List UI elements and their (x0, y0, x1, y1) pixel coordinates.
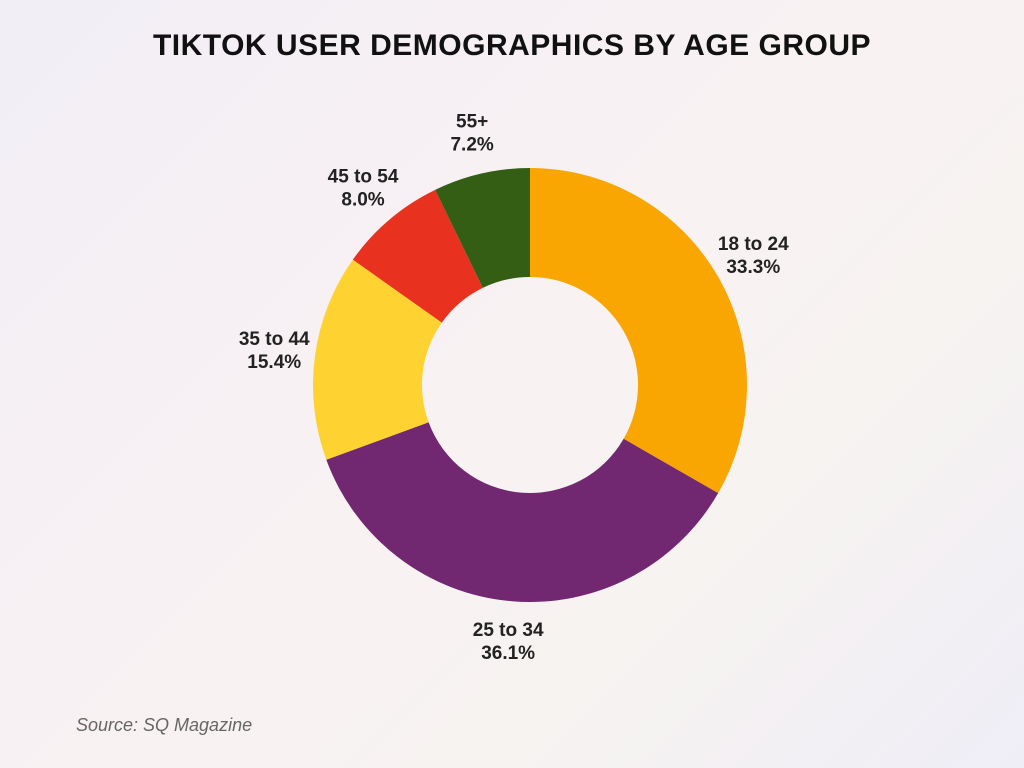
slice-label: 25 to 34 (473, 620, 544, 641)
chart-title: TIKTOK USER DEMOGRAPHICS BY AGE GROUP (153, 29, 871, 62)
slice-label: 18 to 24 (718, 234, 789, 255)
donut-slice (312, 259, 442, 460)
donut-slice (435, 168, 530, 288)
donut-slice (326, 422, 719, 603)
slice-label: 45 to 54 (328, 166, 399, 187)
value-label: 8.0% (341, 189, 384, 210)
slice-label: 55+ (456, 112, 488, 133)
value-label: 33.3% (726, 257, 780, 278)
donut-slice (352, 189, 483, 323)
donut-slice (530, 168, 748, 494)
value-label: 15.4% (247, 352, 301, 373)
source: Source: SQ Magazine (76, 715, 252, 735)
value-label: 36.1% (481, 643, 535, 664)
slice-label: 35 to 44 (239, 329, 310, 350)
value-label: 7.2% (450, 135, 493, 156)
